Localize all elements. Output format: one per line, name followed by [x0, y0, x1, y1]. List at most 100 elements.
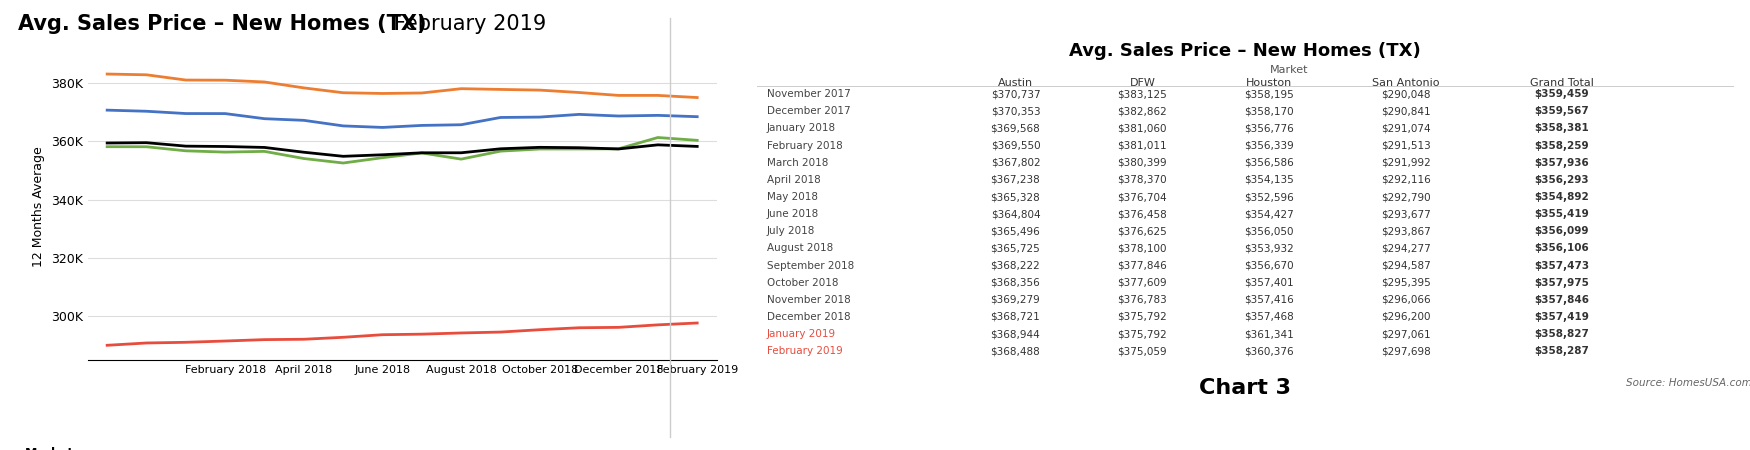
Text: $360,376: $360,376	[1244, 346, 1293, 356]
Text: $356,586: $356,586	[1244, 158, 1293, 168]
Text: November 2017: November 2017	[766, 89, 850, 99]
Text: $357,416: $357,416	[1244, 295, 1293, 305]
Text: $376,704: $376,704	[1118, 192, 1167, 202]
Text: $356,106: $356,106	[1535, 243, 1589, 253]
Text: $354,892: $354,892	[1535, 192, 1589, 202]
Text: $375,059: $375,059	[1118, 346, 1167, 356]
Text: December 2018: December 2018	[766, 312, 850, 322]
Text: $358,195: $358,195	[1244, 89, 1293, 99]
Text: $296,066: $296,066	[1381, 295, 1430, 305]
Text: November 2018: November 2018	[766, 295, 850, 305]
Text: $297,061: $297,061	[1381, 329, 1430, 339]
Y-axis label: 12 Months Average: 12 Months Average	[31, 147, 46, 267]
Text: $377,609: $377,609	[1118, 278, 1167, 288]
Text: $294,587: $294,587	[1381, 261, 1430, 270]
Text: $378,370: $378,370	[1118, 175, 1167, 185]
Text: $356,776: $356,776	[1244, 123, 1293, 134]
Text: February 2019: February 2019	[394, 14, 546, 33]
Text: $355,419: $355,419	[1535, 209, 1589, 219]
Text: $368,356: $368,356	[990, 278, 1040, 288]
Text: $375,792: $375,792	[1118, 312, 1167, 322]
Text: $359,459: $359,459	[1535, 89, 1589, 99]
Text: $293,867: $293,867	[1381, 226, 1430, 236]
Text: October 2018: October 2018	[766, 278, 838, 288]
Text: $291,074: $291,074	[1381, 123, 1430, 134]
Text: $359,567: $359,567	[1535, 106, 1589, 117]
Text: $357,975: $357,975	[1535, 278, 1589, 288]
Text: $365,496: $365,496	[990, 226, 1040, 236]
Text: $365,328: $365,328	[990, 192, 1040, 202]
Text: $367,238: $367,238	[990, 175, 1040, 185]
Text: $377,846: $377,846	[1118, 261, 1167, 270]
Text: $353,932: $353,932	[1244, 243, 1293, 253]
Text: $369,279: $369,279	[990, 295, 1040, 305]
Text: $382,862: $382,862	[1118, 106, 1167, 117]
Text: $295,395: $295,395	[1381, 278, 1430, 288]
Text: $376,458: $376,458	[1118, 209, 1167, 219]
Text: $292,116: $292,116	[1381, 175, 1430, 185]
Text: Market: Market	[1269, 65, 1307, 75]
Text: $356,339: $356,339	[1244, 140, 1293, 151]
Text: $354,135: $354,135	[1244, 175, 1293, 185]
Text: January 2019: January 2019	[766, 329, 836, 339]
Text: $358,381: $358,381	[1535, 123, 1589, 134]
Text: May 2018: May 2018	[766, 192, 817, 202]
Text: $365,725: $365,725	[990, 243, 1040, 253]
Text: Market: Market	[24, 447, 74, 450]
Text: $352,596: $352,596	[1244, 192, 1293, 202]
Text: San Antonio: San Antonio	[1372, 78, 1440, 89]
Text: $291,992: $291,992	[1381, 158, 1430, 168]
Text: $364,804: $364,804	[990, 209, 1040, 219]
Text: $290,841: $290,841	[1381, 106, 1430, 117]
Text: $368,944: $368,944	[990, 329, 1040, 339]
Text: $370,737: $370,737	[990, 89, 1040, 99]
Text: January 2018: January 2018	[766, 123, 836, 134]
Text: July 2018: July 2018	[766, 226, 816, 236]
Text: $356,099: $356,099	[1535, 226, 1589, 236]
Text: Avg. Sales Price – New Homes (TX): Avg. Sales Price – New Homes (TX)	[18, 14, 425, 33]
Text: Houston: Houston	[1246, 78, 1292, 89]
Text: $356,670: $356,670	[1244, 261, 1293, 270]
Text: $358,259: $358,259	[1535, 140, 1589, 151]
Text: $375,792: $375,792	[1118, 329, 1167, 339]
Text: February 2019: February 2019	[766, 346, 842, 356]
Text: December 2017: December 2017	[766, 106, 850, 117]
Text: Chart 3: Chart 3	[1199, 378, 1292, 398]
Text: $370,353: $370,353	[990, 106, 1040, 117]
Text: $354,427: $354,427	[1244, 209, 1293, 219]
Text: $368,488: $368,488	[990, 346, 1040, 356]
Text: $297,698: $297,698	[1381, 346, 1430, 356]
Text: $357,473: $357,473	[1535, 261, 1589, 270]
Text: $376,783: $376,783	[1118, 295, 1167, 305]
Text: $378,100: $378,100	[1118, 243, 1167, 253]
Text: Austin: Austin	[997, 78, 1032, 89]
Text: $357,419: $357,419	[1535, 312, 1589, 322]
Text: Avg. Sales Price – New Homes (TX): Avg. Sales Price – New Homes (TX)	[1069, 42, 1421, 60]
Text: $296,200: $296,200	[1381, 312, 1430, 322]
Text: April 2018: April 2018	[766, 175, 821, 185]
Text: $358,827: $358,827	[1535, 329, 1589, 339]
Text: $358,170: $358,170	[1244, 106, 1293, 117]
Text: $290,048: $290,048	[1381, 89, 1430, 99]
Text: August 2018: August 2018	[766, 243, 833, 253]
Text: $367,802: $367,802	[990, 158, 1040, 168]
Text: $361,341: $361,341	[1244, 329, 1293, 339]
Text: Source: HomesUSA.com: Source: HomesUSA.com	[1626, 378, 1750, 388]
Text: $356,050: $356,050	[1244, 226, 1293, 236]
Text: $381,011: $381,011	[1118, 140, 1167, 151]
Text: March 2018: March 2018	[766, 158, 828, 168]
Text: June 2018: June 2018	[766, 209, 819, 219]
Text: $358,287: $358,287	[1535, 346, 1589, 356]
Text: $357,401: $357,401	[1244, 278, 1293, 288]
Text: DFW: DFW	[1129, 78, 1155, 89]
Text: $381,060: $381,060	[1118, 123, 1167, 134]
Text: February 2018: February 2018	[766, 140, 842, 151]
Text: $369,550: $369,550	[990, 140, 1040, 151]
Text: $293,677: $293,677	[1381, 209, 1430, 219]
Text: $291,513: $291,513	[1381, 140, 1430, 151]
Text: $356,293: $356,293	[1535, 175, 1589, 185]
Legend: Market, Austin, DFW, Houston, San Antonio: Market, Austin, DFW, Houston, San Antoni…	[31, 447, 436, 450]
Text: $380,399: $380,399	[1118, 158, 1167, 168]
Text: $357,846: $357,846	[1535, 295, 1589, 305]
Text: $357,936: $357,936	[1535, 158, 1589, 168]
